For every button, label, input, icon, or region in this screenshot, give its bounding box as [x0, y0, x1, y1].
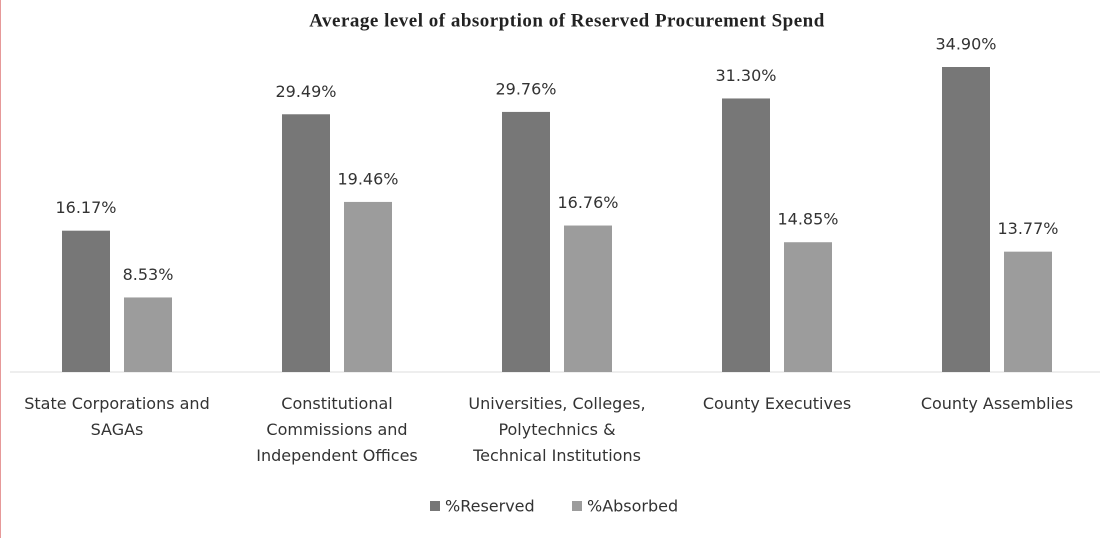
data-label: 14.85%	[777, 210, 838, 229]
data-label: 19.46%	[337, 169, 398, 188]
x-tick-label: State Corporations and SAGAs	[24, 394, 209, 439]
legend-swatch	[572, 501, 582, 511]
data-label: 29.76%	[495, 79, 556, 98]
bar	[502, 111, 550, 372]
data-label: 29.49%	[275, 82, 336, 101]
bar	[124, 297, 172, 372]
bar	[282, 114, 330, 373]
data-label: 8.53%	[123, 265, 174, 284]
bar	[722, 98, 770, 373]
x-tick-label: Constitutional Commissions and Independent…	[256, 394, 418, 465]
x-tick-label: County Assemblies	[921, 394, 1073, 413]
bar	[564, 225, 612, 372]
data-label: 34.90%	[935, 35, 996, 54]
bar	[62, 230, 110, 372]
legend-swatch	[430, 501, 440, 511]
data-label: 31.30%	[715, 66, 776, 85]
legend-label: %Absorbed	[587, 497, 678, 516]
legend-label: %Reserved	[445, 497, 535, 516]
x-tick-label: Universities, Colleges, Polytechnics & Tec…	[468, 394, 645, 465]
bar	[344, 201, 392, 372]
bar	[942, 67, 990, 372]
bar	[784, 242, 832, 372]
data-label: 13.77%	[997, 219, 1058, 238]
bar	[1004, 251, 1052, 372]
x-tick-label: County Executives	[703, 394, 851, 413]
data-label: 16.17%	[55, 198, 116, 217]
data-label: 16.76%	[557, 193, 618, 212]
chart-title: Average level of absorption of Reserved …	[309, 10, 825, 31]
